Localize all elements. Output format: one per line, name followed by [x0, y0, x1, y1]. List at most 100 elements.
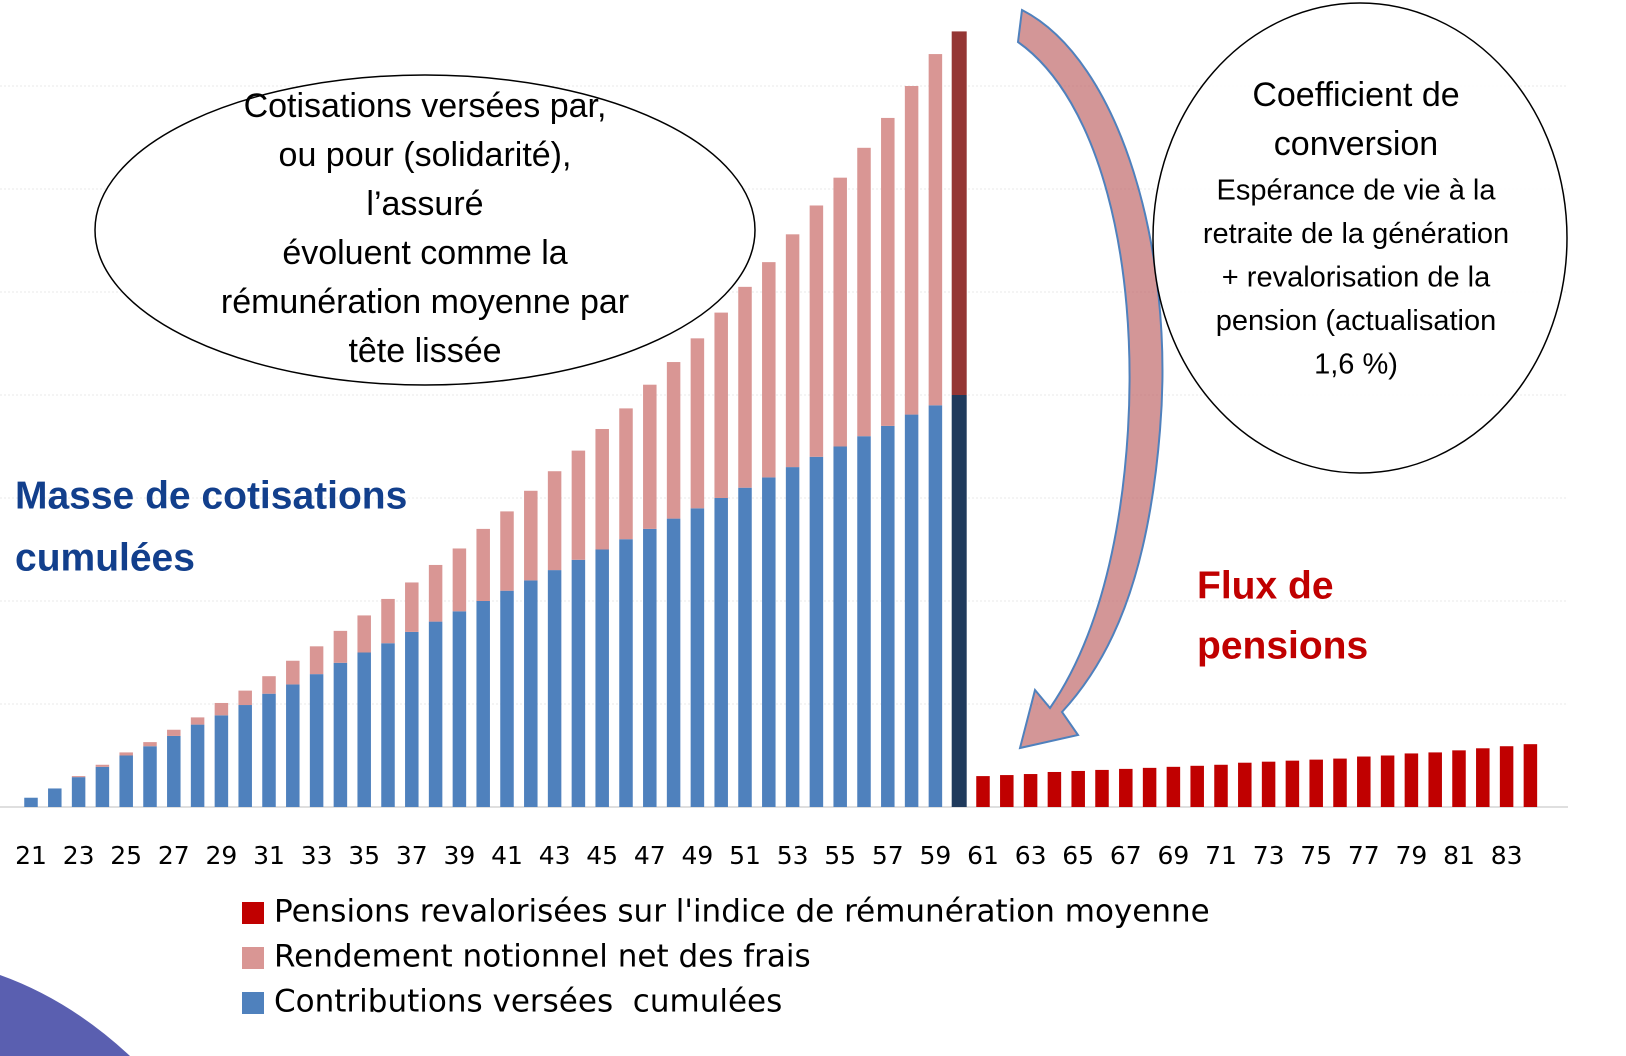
x-tick-label: 77 — [1348, 841, 1380, 870]
x-tick-label: 83 — [1491, 841, 1523, 870]
x-axis: 21 23 25 27 29 31 33 35 37 39 41 43 45 47 49 51 53 55 57 59… — [15, 841, 1522, 870]
annotation: pension (actualisation — [1216, 305, 1497, 337]
bar — [357, 615, 371, 653]
x-tick-label: 23 — [63, 841, 95, 870]
bar — [738, 286, 752, 488]
x-tick-label: 61 — [967, 841, 999, 870]
x-tick-label: 31 — [253, 841, 285, 870]
bar — [951, 31, 967, 395]
annotation: 1,6 %) — [1314, 349, 1398, 381]
bar — [976, 776, 990, 807]
bar — [928, 405, 943, 807]
bar — [1333, 758, 1347, 807]
bar — [762, 477, 776, 807]
bar — [1523, 744, 1538, 807]
bar — [190, 717, 205, 725]
bar — [381, 598, 395, 644]
bar — [214, 715, 229, 807]
bar — [1023, 774, 1038, 807]
bar — [333, 630, 348, 663]
bar — [1380, 755, 1395, 807]
bar — [262, 693, 276, 807]
x-tick-label: 63 — [1015, 841, 1047, 870]
bar — [690, 338, 705, 509]
bar — [167, 729, 181, 736]
bar — [928, 54, 943, 406]
bar — [524, 490, 538, 581]
bar — [143, 746, 157, 807]
bar — [1285, 760, 1300, 807]
x-tick-label: 29 — [205, 841, 237, 870]
bar — [286, 660, 300, 685]
bar — [857, 436, 871, 807]
annotation: + revalorisation de la — [1222, 262, 1491, 294]
x-tick-label: 35 — [348, 841, 380, 870]
bar — [595, 549, 609, 807]
annotation-label: cumulées — [15, 536, 195, 579]
bar — [48, 788, 62, 807]
x-tick-label: 65 — [1062, 841, 1094, 870]
x-tick-label: 71 — [1205, 841, 1237, 870]
x-tick-label: 43 — [539, 841, 571, 870]
bar — [524, 580, 538, 807]
bar — [119, 752, 133, 756]
bar — [381, 643, 395, 807]
bar — [214, 702, 229, 716]
x-tick-label: 73 — [1253, 841, 1285, 870]
bar — [1404, 753, 1419, 807]
bar — [571, 559, 586, 807]
bar — [452, 611, 467, 807]
x-tick-label: 79 — [1395, 841, 1427, 870]
bar — [951, 395, 967, 807]
annotation: conversion — [1274, 125, 1438, 163]
bar — [119, 755, 133, 807]
bar — [762, 262, 776, 478]
x-tick-label: 55 — [824, 841, 856, 870]
bar — [357, 652, 371, 807]
bar — [1095, 769, 1109, 807]
annotation: rémunération moyenne par — [221, 283, 629, 321]
annotation-label: Masse de cotisations — [15, 474, 407, 517]
bar — [333, 662, 348, 807]
bar — [167, 735, 181, 807]
x-tick-label: 25 — [110, 841, 142, 870]
bar — [1214, 764, 1228, 807]
bar — [666, 362, 681, 519]
bar — [1309, 759, 1323, 807]
bar — [1238, 762, 1252, 807]
annotation: Espérance de vie à la — [1217, 175, 1497, 207]
bar — [500, 511, 514, 591]
x-tick-label: 51 — [729, 841, 761, 870]
bar — [286, 684, 300, 807]
legend-label: Contributions versées cumulées — [274, 984, 782, 1020]
bar — [428, 621, 443, 807]
legend-swatch — [242, 947, 264, 969]
annotation: Cotisations versées par, — [244, 87, 607, 125]
annotations: Cotisations versées par, ou pour (solidar… — [15, 76, 1509, 667]
x-tick-label: 41 — [491, 841, 523, 870]
annotation-label: Flux de — [1197, 564, 1334, 607]
legend-swatch — [242, 992, 264, 1014]
bar — [71, 777, 86, 807]
bar — [666, 518, 681, 807]
bar — [785, 467, 800, 807]
bar — [904, 414, 919, 807]
bar — [857, 147, 871, 437]
legend-label: Rendement notionnel net des frais — [274, 939, 811, 975]
bar — [714, 498, 728, 807]
bar — [190, 724, 205, 807]
annotation: ou pour (solidarité), — [279, 136, 572, 174]
x-tick-label: 45 — [586, 841, 618, 870]
x-tick-label: 39 — [443, 841, 475, 870]
bubble — [1152, 2, 1568, 474]
bar — [238, 705, 252, 807]
bubble — [94, 74, 756, 386]
x-tick-label: 53 — [777, 841, 809, 870]
bar — [500, 590, 514, 807]
bar — [1190, 765, 1204, 807]
bar — [452, 548, 467, 612]
x-tick-label: 21 — [15, 841, 47, 870]
x-tick-label: 37 — [396, 841, 428, 870]
bar — [1428, 752, 1442, 807]
bar — [714, 312, 728, 498]
